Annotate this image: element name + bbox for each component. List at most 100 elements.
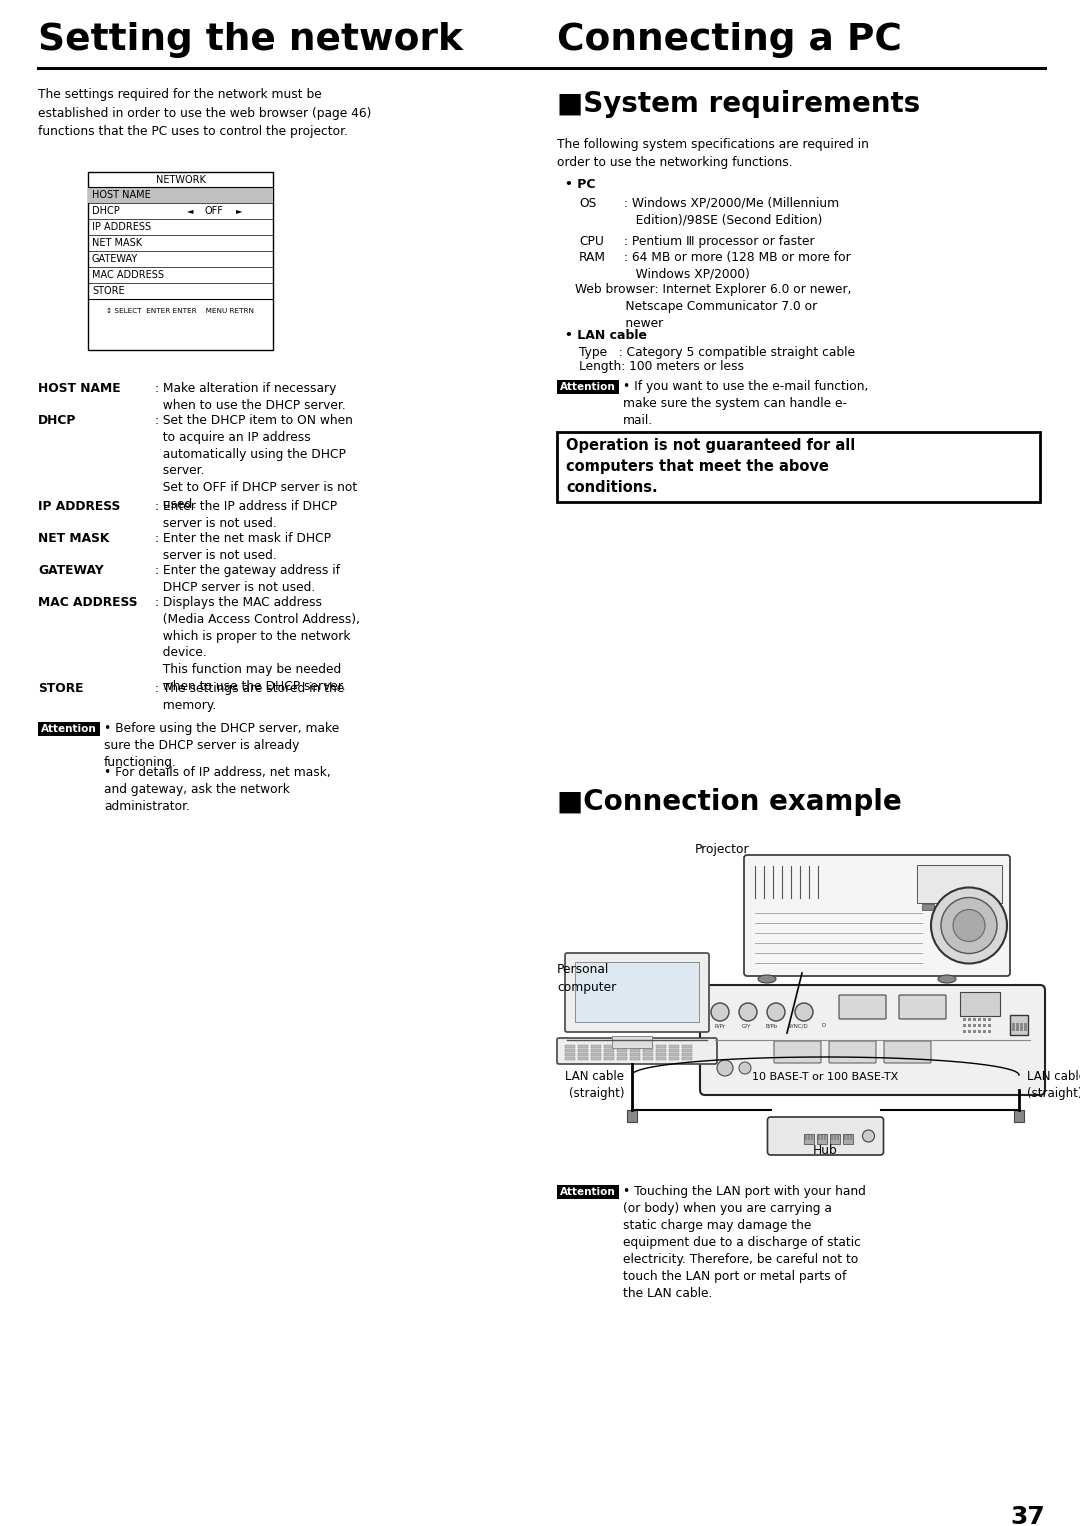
Text: DHCP: DHCP — [38, 414, 77, 427]
Bar — [958, 903, 970, 909]
Bar — [643, 1045, 653, 1048]
Bar — [643, 1053, 653, 1056]
Ellipse shape — [758, 975, 777, 983]
Text: Operation is not guaranteed for all
computers that meet the above
conditions.: Operation is not guaranteed for all comp… — [566, 438, 855, 494]
FancyBboxPatch shape — [829, 1041, 876, 1064]
Text: The following system specifications are required in
order to use the networking : The following system specifications are … — [557, 137, 869, 169]
Bar — [643, 1048, 653, 1051]
Ellipse shape — [939, 975, 956, 983]
FancyBboxPatch shape — [774, 1041, 821, 1064]
FancyBboxPatch shape — [744, 855, 1010, 977]
Text: ■System requirements: ■System requirements — [557, 90, 920, 118]
FancyBboxPatch shape — [885, 1041, 931, 1064]
Bar — [591, 1058, 600, 1061]
Bar — [656, 1045, 666, 1048]
Text: The settings required for the network must be
established in order to use the we: The settings required for the network mu… — [38, 89, 372, 137]
Circle shape — [739, 1062, 751, 1074]
Bar — [630, 1058, 640, 1061]
Bar — [669, 1048, 679, 1051]
Circle shape — [795, 1003, 813, 1021]
Bar — [591, 1045, 600, 1048]
Bar — [922, 903, 934, 909]
Text: LAN cable
(straight): LAN cable (straight) — [1027, 1071, 1080, 1100]
Bar — [988, 1018, 991, 1021]
Bar — [968, 1030, 971, 1033]
Bar — [604, 1058, 615, 1061]
Bar — [963, 1024, 966, 1027]
Bar — [643, 1058, 653, 1061]
Text: G/Y: G/Y — [741, 1022, 751, 1029]
Bar — [973, 1018, 976, 1021]
Circle shape — [717, 1061, 733, 1076]
Bar — [963, 1018, 966, 1021]
Bar — [557, 1186, 619, 1199]
Text: NET MASK: NET MASK — [38, 533, 109, 545]
Text: MAC ADDRESS: MAC ADDRESS — [38, 597, 137, 609]
Bar — [575, 961, 699, 1022]
Text: Attention: Attention — [561, 1187, 616, 1196]
Bar — [1024, 1022, 1027, 1032]
Bar — [842, 1134, 852, 1144]
Bar — [627, 1109, 637, 1122]
Text: DHCP: DHCP — [92, 206, 120, 217]
Bar — [963, 1030, 966, 1033]
Bar — [816, 1134, 826, 1144]
Text: : 64 MB or more (128 MB or more for
   Windows XP/2000): : 64 MB or more (128 MB or more for Wind… — [624, 250, 851, 281]
Circle shape — [739, 1003, 757, 1021]
Bar — [960, 992, 1000, 1016]
Bar — [617, 1058, 627, 1061]
Text: Length: 100 meters or less: Length: 100 meters or less — [579, 360, 744, 372]
Bar — [612, 1036, 652, 1048]
Circle shape — [941, 897, 997, 954]
Bar — [617, 1053, 627, 1056]
Text: HOST NAME: HOST NAME — [38, 382, 121, 395]
Bar — [681, 1058, 692, 1061]
Text: : Enter the net mask if DHCP
  server is not used.: : Enter the net mask if DHCP server is n… — [156, 533, 330, 562]
Text: : Windows XP/2000/Me (Millennium
   Edition)/98SE (Second Edition): : Windows XP/2000/Me (Millennium Edition… — [624, 197, 839, 227]
Bar — [1010, 1015, 1028, 1035]
Bar — [818, 1135, 820, 1140]
Text: OS: OS — [579, 197, 596, 211]
Text: MAC ADDRESS: MAC ADDRESS — [92, 270, 164, 279]
Bar — [681, 1045, 692, 1048]
Text: D: D — [822, 1022, 826, 1029]
Bar — [978, 1024, 981, 1027]
Text: RAM: RAM — [579, 250, 606, 264]
Bar — [617, 1045, 627, 1048]
Text: • PC: • PC — [565, 179, 595, 191]
Text: : Make alteration if necessary
  when to use the DHCP server.: : Make alteration if necessary when to u… — [156, 382, 346, 412]
Text: Hub: Hub — [813, 1144, 838, 1157]
Bar — [834, 1135, 836, 1140]
Text: 10 BASE-T or 100 BASE-TX: 10 BASE-T or 100 BASE-TX — [753, 1071, 899, 1082]
Bar — [578, 1048, 588, 1051]
Text: Connecting a PC: Connecting a PC — [557, 21, 902, 58]
Bar — [973, 1024, 976, 1027]
Text: • For details of IP address, net mask,
and gateway, ask the network
administrato: • For details of IP address, net mask, a… — [104, 766, 330, 813]
Bar — [983, 1018, 986, 1021]
Text: SYNC/D: SYNC/D — [787, 1022, 808, 1029]
Bar — [804, 1134, 813, 1144]
Bar — [669, 1058, 679, 1061]
Text: : Set the DHCP item to ON when
  to acquire an IP address
  automatically using : : Set the DHCP item to ON when to acquir… — [156, 414, 357, 511]
Text: NET MASK: NET MASK — [92, 238, 143, 249]
Text: CPU: CPU — [579, 235, 604, 249]
Text: GATEWAY: GATEWAY — [38, 565, 104, 577]
Bar — [968, 1024, 971, 1027]
Text: Attention: Attention — [41, 723, 97, 734]
Text: ■Connection example: ■Connection example — [557, 787, 902, 816]
Text: LAN cable
(straight): LAN cable (straight) — [565, 1071, 624, 1100]
Bar — [630, 1045, 640, 1048]
Circle shape — [931, 888, 1007, 963]
Bar — [87, 172, 273, 349]
Bar — [829, 1134, 839, 1144]
Bar — [805, 1135, 807, 1140]
Bar — [917, 865, 1002, 903]
Bar — [940, 903, 951, 909]
Bar — [669, 1045, 679, 1048]
Bar — [847, 1135, 849, 1140]
Circle shape — [953, 909, 985, 942]
Bar — [1020, 1022, 1023, 1032]
Text: IP ADDRESS: IP ADDRESS — [92, 221, 151, 232]
Text: ↕ SELECT  ENTER ENTER    MENU RETRN: ↕ SELECT ENTER ENTER MENU RETRN — [107, 308, 255, 314]
FancyBboxPatch shape — [839, 995, 886, 1019]
